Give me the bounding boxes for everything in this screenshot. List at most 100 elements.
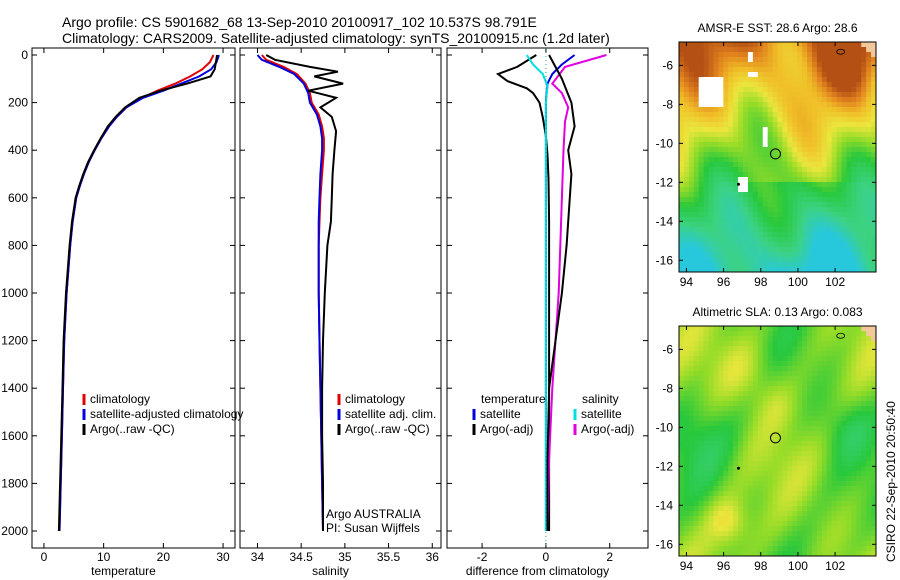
- map-cell: [816, 546, 823, 552]
- map-cell: [846, 366, 852, 372]
- map-cell: [723, 77, 729, 83]
- map-cell: [762, 217, 769, 223]
- map-cell: [787, 401, 793, 407]
- map-cell: [772, 137, 778, 143]
- map-cell: [708, 421, 714, 427]
- map-cell: [826, 117, 833, 123]
- map-cell: [738, 341, 744, 347]
- map-cell: [708, 351, 714, 357]
- map-cell: [718, 476, 724, 482]
- map-cell: [836, 267, 842, 273]
- map-cell: [743, 222, 749, 228]
- map-cell: [861, 207, 867, 213]
- map-cell: [772, 102, 778, 108]
- map-cell: [767, 167, 773, 173]
- map-cell: [836, 351, 842, 357]
- map-cell: [747, 167, 754, 173]
- map-cell: [802, 127, 808, 133]
- map-cell: [871, 421, 877, 427]
- map-cell: [787, 536, 793, 542]
- map-cell: [743, 486, 749, 492]
- map-cell: [703, 366, 709, 372]
- y-tick-label: 600: [8, 191, 28, 205]
- map-cell: [816, 356, 823, 362]
- map-cell: [688, 197, 695, 203]
- map-cell: [866, 331, 872, 337]
- map-cell: [743, 381, 749, 387]
- map-cell: [772, 351, 778, 357]
- map-cell: [728, 262, 734, 268]
- map-cell: [802, 451, 808, 457]
- map-cell: [772, 511, 778, 517]
- map-cell: [752, 187, 759, 193]
- map-cell: [797, 346, 803, 352]
- map-cell: [728, 142, 734, 148]
- map-cell: [861, 446, 867, 452]
- map-cell: [851, 262, 857, 268]
- map-cell: [728, 436, 734, 442]
- map-cell: [762, 326, 769, 332]
- map-cell: [841, 431, 847, 437]
- map-cell: [718, 82, 724, 88]
- map-cell: [728, 476, 734, 482]
- map-cell: [777, 142, 783, 148]
- map-cell: [698, 441, 705, 447]
- map-cell: [747, 97, 754, 103]
- map-cell: [777, 87, 783, 93]
- map-cell: [757, 117, 764, 123]
- map-cell: [718, 481, 724, 487]
- map-cell: [866, 162, 872, 168]
- map-cell: [757, 252, 764, 258]
- map-cell: [797, 396, 803, 402]
- map-cell: [802, 326, 808, 332]
- map-cell: [743, 326, 749, 332]
- map-cell: [841, 117, 847, 123]
- map-cell: [738, 331, 744, 337]
- map-cell: [762, 197, 769, 203]
- map-cell: [762, 152, 769, 158]
- map-cell: [679, 416, 685, 422]
- map-cell: [688, 62, 695, 68]
- map-cell: [792, 396, 798, 402]
- map-cell: [782, 461, 788, 467]
- map-cell: [816, 496, 823, 502]
- map-cell: [826, 441, 833, 447]
- map-cell: [683, 501, 690, 507]
- map-cell: [752, 197, 759, 203]
- map-cell: [861, 147, 867, 153]
- map-cell: [698, 147, 705, 153]
- map-cell: [831, 252, 837, 258]
- x-tick-label: 10: [97, 550, 111, 564]
- map-cell: [807, 526, 813, 532]
- map-cell: [777, 97, 783, 103]
- map-cell: [841, 102, 847, 108]
- map-cell: [826, 52, 833, 58]
- map-cell: [767, 506, 773, 512]
- map-cell: [718, 396, 724, 402]
- map-cell: [723, 491, 729, 497]
- map-cell: [856, 381, 862, 387]
- map-cell: [821, 52, 828, 58]
- map-cell: [821, 112, 828, 118]
- map-cell: [688, 536, 695, 542]
- map-cell: [713, 326, 719, 332]
- map-cell: [831, 87, 837, 93]
- map-cell: [743, 162, 749, 168]
- map-cell: [816, 381, 823, 387]
- map-cell: [713, 406, 719, 412]
- map-cell: [757, 167, 764, 173]
- map-cell: [728, 501, 734, 507]
- map-cell: [723, 451, 729, 457]
- map-cell: [713, 461, 719, 467]
- map-cell: [821, 152, 828, 158]
- map-cell: [767, 471, 773, 477]
- map-cell: [718, 67, 724, 73]
- map-cell: [752, 247, 759, 253]
- map-cell: [698, 52, 705, 58]
- map-cell: [762, 511, 769, 517]
- map-cell: [821, 72, 828, 78]
- map-cell: [698, 471, 705, 477]
- map-cell: [743, 531, 749, 537]
- map-cell: [861, 481, 867, 487]
- map-cell: [846, 341, 852, 347]
